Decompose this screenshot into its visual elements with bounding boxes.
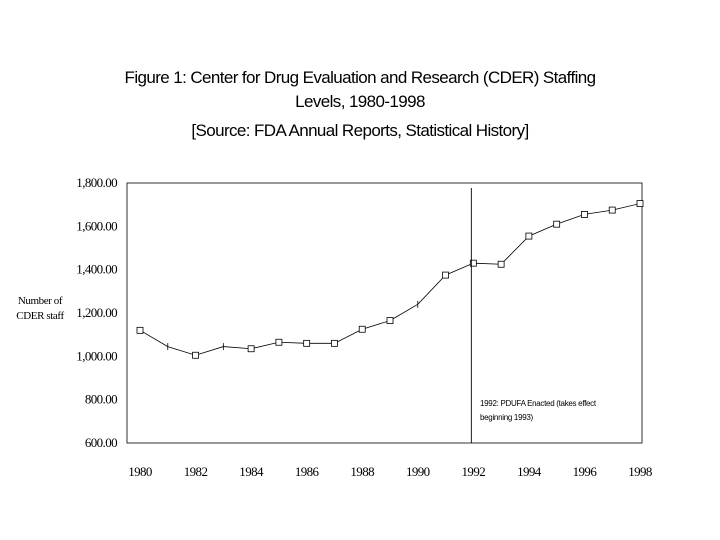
data-point-marker <box>608 206 616 214</box>
series-line <box>139 203 641 356</box>
data-point-marker <box>303 339 311 347</box>
x-tick-label: 1996 <box>573 464 598 479</box>
data-point-marker <box>275 338 283 346</box>
pdufa-annotation-line-1: 1992: PDUFA Enacted (takes effect <box>480 399 597 408</box>
series-layer <box>136 200 644 359</box>
y-tick-label: 1,800.00 <box>76 175 117 190</box>
data-point-marker <box>331 339 338 347</box>
y-tick-label: 1,200.00 <box>76 305 117 320</box>
y-tick-label: 1,000.00 <box>76 348 117 363</box>
x-tick-label: 1986 <box>295 464 320 479</box>
data-point-marker <box>497 260 505 268</box>
y-axis-label-line-1: Number of <box>18 295 63 307</box>
data-point-marker <box>192 351 199 359</box>
plot-area-frame <box>126 182 643 444</box>
data-point-marker <box>636 200 644 207</box>
x-tick-label: 1992 <box>462 464 486 479</box>
data-point-marker <box>553 220 561 228</box>
chart-title-line-3: [Source: FDA Annual Reports, Statistical… <box>191 121 529 140</box>
chart-title-line-2: Levels, 1980-1998 <box>295 92 425 111</box>
y-tick-label: 1,400.00 <box>76 262 117 277</box>
data-point-marker <box>136 326 144 334</box>
data-point-marker <box>358 325 366 333</box>
x-tick-label: 1990 <box>406 464 430 479</box>
x-axis-tick-labels: 1980 1982 1984 1986 1988 1990 1992 1994 1996 1998 <box>128 464 652 479</box>
data-point-marker <box>469 259 477 267</box>
x-tick-label: 1988 <box>350 464 374 479</box>
data-point-marker <box>525 232 533 240</box>
y-tick-label: 600.00 <box>85 435 117 450</box>
y-axis-tick-labels: 600.00 800.00 1,000.00 1,200.00 1,400.00 1,60… <box>76 175 117 450</box>
x-tick-label: 1994 <box>517 464 542 479</box>
x-tick-label: 1984 <box>239 464 264 479</box>
data-point-marker <box>247 345 255 353</box>
y-tick-label: 800.00 <box>85 392 117 407</box>
x-tick-label: 1982 <box>184 464 208 479</box>
data-point-marker <box>386 317 394 324</box>
x-tick-label: 1998 <box>628 464 652 479</box>
annotation-layer: 1992: PDUFA Enacted (takes effect beginni… <box>470 188 597 443</box>
data-point-marker <box>442 271 449 279</box>
y-tick-label: 1,600.00 <box>76 218 117 233</box>
y-axis-label-line-2: CDER staff <box>16 310 64 322</box>
pdufa-annotation-line-2: beginning 1993) <box>480 413 534 422</box>
x-tick-label: 1980 <box>128 464 152 479</box>
data-point-marker <box>581 211 588 218</box>
chart-title-line-1: Figure 1: Center for Drug Evaluation and… <box>124 68 597 87</box>
